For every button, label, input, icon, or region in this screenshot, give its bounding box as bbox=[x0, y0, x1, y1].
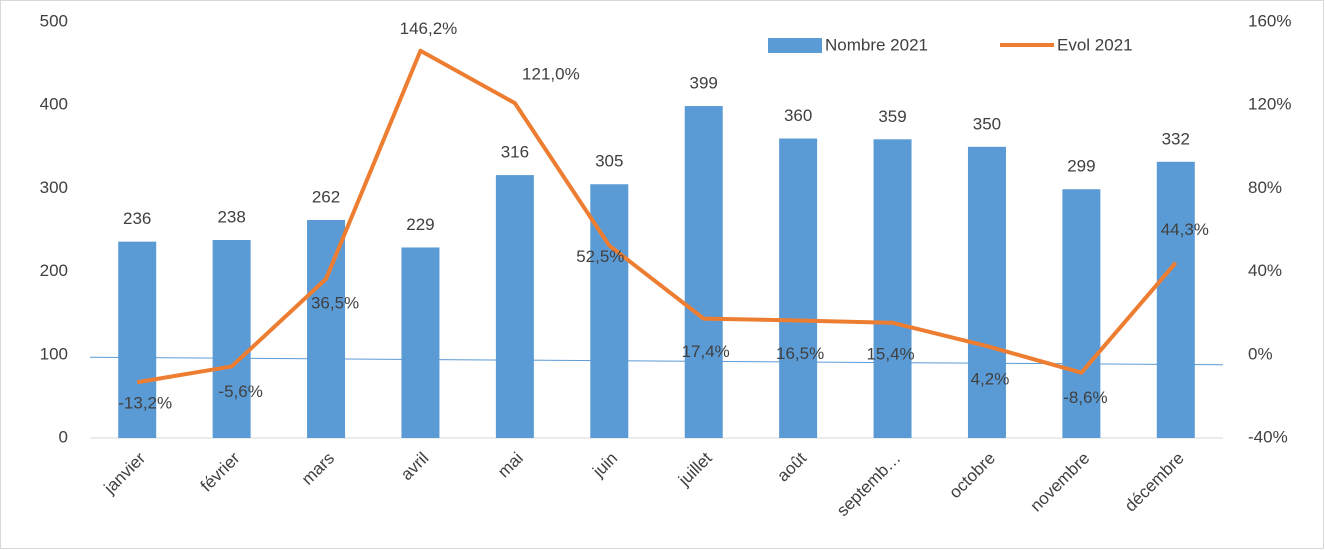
y-tick-label: 400 bbox=[40, 95, 68, 114]
line-value-label: 44,3% bbox=[1161, 220, 1209, 239]
legend-swatch bbox=[768, 38, 822, 53]
y-tick-label: 100 bbox=[40, 344, 68, 363]
bar-value-label: 305 bbox=[595, 152, 623, 171]
line bbox=[136, 48, 1178, 385]
bar-value-label: 299 bbox=[1067, 157, 1095, 176]
bar-value-label: 332 bbox=[1162, 129, 1190, 148]
bar-value-label: 238 bbox=[217, 207, 245, 226]
legend-label: Nombre 2021 bbox=[825, 35, 928, 54]
bar-value-label: 360 bbox=[784, 106, 812, 125]
bar-value-label: 359 bbox=[878, 107, 906, 126]
bar bbox=[684, 106, 723, 439]
bar-value-label: 262 bbox=[312, 188, 340, 207]
line-value-label: 36,5% bbox=[311, 293, 359, 312]
bar bbox=[495, 175, 534, 438]
line-value-label: -5,6% bbox=[218, 382, 262, 401]
bar bbox=[212, 239, 251, 438]
y2-tick-label: 160% bbox=[1248, 11, 1291, 30]
line-value-label: 121,0% bbox=[522, 65, 580, 84]
y-tick-label: 0 bbox=[59, 427, 68, 446]
bar-value-label: 316 bbox=[501, 143, 529, 162]
legend-label: Evol 2021 bbox=[1057, 35, 1133, 54]
y2-tick-label: 80% bbox=[1248, 178, 1282, 197]
trendline bbox=[89, 356, 1224, 366]
bar bbox=[118, 241, 157, 438]
bar-value-label: 350 bbox=[973, 114, 1001, 133]
line-value-label: 15,4% bbox=[866, 344, 914, 363]
y2-tick-label: 0% bbox=[1248, 344, 1273, 363]
y-tick-label: 500 bbox=[40, 11, 68, 30]
y2-tick-label: 120% bbox=[1248, 95, 1291, 114]
bar bbox=[307, 220, 346, 438]
bar bbox=[1156, 161, 1195, 438]
line-value-label: 16,5% bbox=[776, 344, 824, 363]
bar-value-label: 236 bbox=[123, 209, 151, 228]
line-value-label: -8,6% bbox=[1063, 388, 1107, 407]
bar bbox=[401, 247, 440, 438]
line-value-label: -13,2% bbox=[118, 394, 172, 413]
y-tick-label: 200 bbox=[40, 261, 68, 280]
line-value-label: 146,2% bbox=[400, 19, 458, 38]
y-tick-label: 300 bbox=[40, 178, 68, 197]
bar bbox=[967, 146, 1006, 439]
bar-value-label: 229 bbox=[406, 215, 434, 234]
y2-tick-label: -40% bbox=[1248, 427, 1288, 446]
bar bbox=[873, 139, 912, 438]
y2-tick-label: 40% bbox=[1248, 261, 1282, 280]
bar bbox=[1062, 189, 1101, 438]
bar bbox=[779, 138, 818, 439]
bar-value-label: 399 bbox=[690, 74, 718, 93]
line-value-label: 4,2% bbox=[971, 370, 1010, 389]
line-value-label: 17,4% bbox=[682, 342, 730, 361]
line-value-label: 52,5% bbox=[576, 247, 624, 266]
